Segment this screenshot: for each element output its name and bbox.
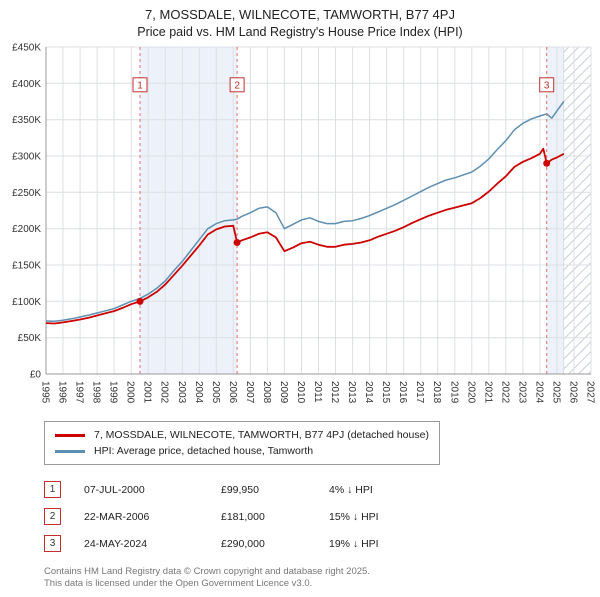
svg-text:2007: 2007 bbox=[244, 381, 255, 404]
page-title: 7, MOSSDALE, WILNECOTE, TAMWORTH, B77 4P… bbox=[145, 7, 455, 22]
svg-text:£100K: £100K bbox=[12, 297, 41, 308]
svg-text:2024: 2024 bbox=[533, 381, 544, 404]
legend: 7, MOSSDALE, WILNECOTE, TAMWORTH, B77 4P… bbox=[44, 421, 440, 465]
series-line-property bbox=[45, 147, 565, 325]
sale-number-badge: 1 bbox=[44, 481, 61, 498]
legend-hpi-label: HPI: Average price, detached house, Tamw… bbox=[94, 445, 314, 457]
chart-page: 7, MOSSDALE, WILNECOTE, TAMWORTH, B77 4P… bbox=[0, 7, 600, 591]
svg-text:2014: 2014 bbox=[363, 381, 374, 404]
sale-point-marker bbox=[233, 239, 241, 246]
sale-price: £99,950 bbox=[221, 483, 259, 496]
svg-text:£0: £0 bbox=[30, 370, 42, 381]
svg-text:2010: 2010 bbox=[295, 381, 306, 404]
svg-text:2011: 2011 bbox=[312, 381, 323, 403]
svg-text:£400K: £400K bbox=[12, 79, 41, 90]
svg-text:2016: 2016 bbox=[397, 381, 408, 404]
legend-item-property: 7, MOSSDALE, WILNECOTE, TAMWORTH, B77 4P… bbox=[55, 427, 429, 443]
svg-text:£250K: £250K bbox=[12, 188, 41, 199]
svg-text:£300K: £300K bbox=[12, 152, 41, 163]
svg-text:2023: 2023 bbox=[516, 381, 527, 404]
svg-text:2008: 2008 bbox=[261, 381, 272, 404]
svg-text:2013: 2013 bbox=[346, 381, 357, 404]
sale-number-box bbox=[539, 77, 555, 93]
shaded-band bbox=[140, 47, 238, 374]
legend-item-hpi: HPI: Average price, detached house, Tamw… bbox=[55, 443, 429, 459]
page-subtitle: Price paid vs. HM Land Registry's House … bbox=[137, 25, 463, 39]
sale-number-box bbox=[132, 77, 148, 93]
svg-text:1998: 1998 bbox=[91, 381, 102, 404]
sale-price: £290,000 bbox=[221, 537, 265, 550]
footer-line-2: This data is licensed under the Open Gov… bbox=[44, 578, 313, 590]
svg-text:2002: 2002 bbox=[159, 381, 170, 404]
svg-text:2026: 2026 bbox=[568, 381, 579, 404]
shaded-band bbox=[546, 47, 564, 374]
sale-number-box bbox=[229, 77, 245, 93]
hpi-line-swatch bbox=[55, 449, 85, 453]
svg-text:2015: 2015 bbox=[380, 381, 391, 404]
table-row: 1 07-JUL-2000 £99,950 4% ↓ HPI bbox=[44, 476, 600, 503]
svg-text:2025: 2025 bbox=[550, 381, 561, 404]
svg-text:1996: 1996 bbox=[57, 381, 68, 404]
svg-text:2027: 2027 bbox=[585, 381, 596, 404]
sales-table: 1 07-JUL-2000 £99,950 4% ↓ HPI 2 22-MAR-… bbox=[44, 476, 600, 557]
sale-hpi-diff: 19% ↓ HPI bbox=[329, 537, 379, 550]
future-hatch-region bbox=[563, 46, 592, 375]
sale-date: 24-MAY-2024 bbox=[84, 537, 148, 550]
svg-text:3: 3 bbox=[544, 80, 550, 91]
svg-text:£50K: £50K bbox=[18, 333, 42, 344]
svg-text:2000: 2000 bbox=[125, 381, 136, 404]
svg-text:£150K: £150K bbox=[12, 261, 41, 272]
svg-text:2020: 2020 bbox=[465, 381, 476, 404]
sale-point-marker bbox=[136, 297, 144, 305]
svg-text:2006: 2006 bbox=[227, 381, 238, 404]
sale-point-marker bbox=[543, 159, 551, 167]
svg-text:2004: 2004 bbox=[193, 381, 204, 404]
svg-text:2017: 2017 bbox=[414, 381, 425, 404]
sale-number-badge: 3 bbox=[44, 535, 61, 552]
sale-date: 22-MAR-2006 bbox=[84, 510, 150, 523]
sale-hpi-diff: 15% ↓ HPI bbox=[329, 510, 379, 523]
sale-date: 07-JUL-2000 bbox=[84, 483, 145, 496]
svg-text:2005: 2005 bbox=[210, 381, 221, 404]
footer-line-1: Contains HM Land Registry data © Crown c… bbox=[44, 566, 370, 577]
svg-text:2012: 2012 bbox=[329, 381, 340, 404]
svg-text:2022: 2022 bbox=[499, 381, 510, 404]
svg-text:2: 2 bbox=[234, 80, 240, 91]
sale-hpi-diff: 4% ↓ HPI bbox=[329, 483, 373, 496]
svg-text:1: 1 bbox=[137, 80, 143, 91]
price-history-chart: £0 £50K £100K £150K £200K £250K £300K £350K £400… bbox=[12, 43, 596, 404]
svg-text:1999: 1999 bbox=[108, 381, 119, 404]
sale-price: £181,000 bbox=[221, 510, 265, 523]
svg-text:£350K: £350K bbox=[12, 115, 41, 126]
svg-text:£200K: £200K bbox=[12, 224, 41, 235]
svg-text:2021: 2021 bbox=[482, 381, 493, 404]
table-row: 3 24-MAY-2024 £290,000 19% ↓ HPI bbox=[44, 530, 600, 557]
svg-text:1997: 1997 bbox=[74, 381, 85, 404]
svg-text:2001: 2001 bbox=[142, 381, 153, 404]
series-line-hpi bbox=[45, 101, 565, 323]
property-line-swatch bbox=[55, 433, 85, 437]
svg-text:1995: 1995 bbox=[40, 381, 51, 404]
table-row: 2 22-MAR-2006 £181,000 15% ↓ HPI bbox=[44, 503, 600, 530]
legend-property-label: 7, MOSSDALE, WILNECOTE, TAMWORTH, B77 4P… bbox=[94, 429, 429, 441]
svg-text:2018: 2018 bbox=[431, 381, 442, 404]
svg-text:2009: 2009 bbox=[278, 381, 289, 404]
license-footer: Contains HM Land Registry data © Crown c… bbox=[44, 566, 600, 591]
svg-text:2019: 2019 bbox=[448, 381, 459, 404]
sale-number-badge: 2 bbox=[44, 508, 61, 525]
svg-text:2003: 2003 bbox=[176, 381, 187, 404]
svg-text:£450K: £450K bbox=[12, 43, 41, 54]
